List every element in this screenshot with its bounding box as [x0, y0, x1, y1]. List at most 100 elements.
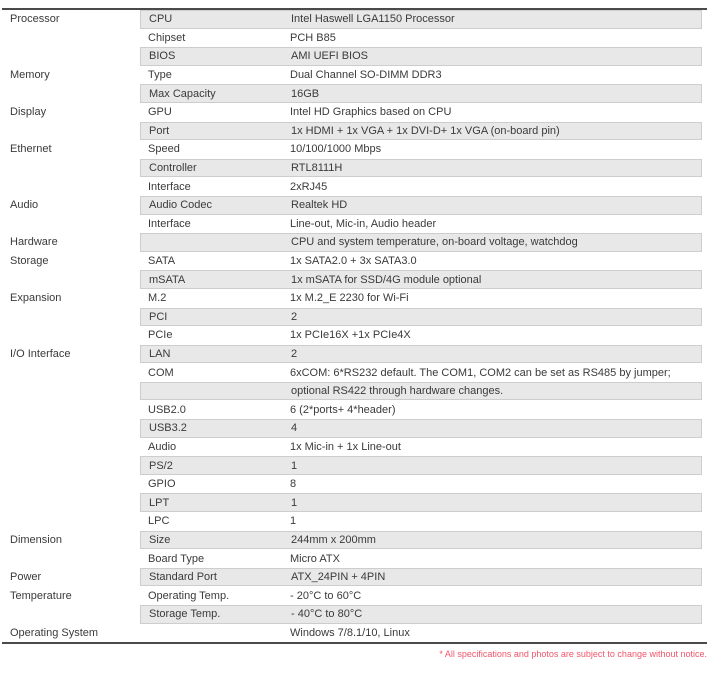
table-row: Board Type Micro ATX [2, 549, 707, 568]
item-cell: PCIe [148, 329, 173, 342]
row-band: Controller RTL8111H [140, 158, 702, 178]
value-cell: - 20°C to 60°C [290, 589, 362, 602]
category-cell: Display [2, 102, 140, 122]
value-cell: ATX_24PIN + 4PIN [291, 571, 386, 584]
item-cell: LPT [149, 496, 170, 509]
item-cell [141, 234, 291, 251]
value-cell: PCH B85 [290, 31, 336, 44]
value-cell: Intel HD Graphics based on CPU [290, 106, 452, 119]
item-cell: PCI [149, 310, 168, 323]
category-cell [2, 419, 140, 438]
category-cell [2, 605, 140, 624]
category-cell [2, 307, 140, 327]
item-cell: USB2.0 [148, 403, 186, 416]
category-cell [2, 270, 140, 289]
table-row: Operating System Windows 7/8.1/10, Linux [2, 623, 707, 643]
item-cell: Size [149, 533, 171, 546]
disclaimer-footnote: * All specifications and photos are subj… [439, 649, 707, 660]
item-cell: Chipset [148, 31, 186, 44]
table-row: Ethernet Speed 10/100/1000 Mbps [2, 140, 707, 159]
table-row: Interface 2xRJ45 [2, 177, 707, 196]
table-row: LPC 1 [2, 512, 707, 531]
item-cell: GPU [148, 106, 172, 119]
value-cell: 6xCOM: 6*RS232 default. The COM1, COM2 c… [290, 366, 671, 379]
value-cell: 1 [291, 496, 298, 509]
table-row: Chipset PCH B85 [2, 28, 707, 48]
row-band: GPIO 8 [140, 475, 702, 494]
table-row: Hardware CPU and system temperature, on-… [2, 233, 707, 252]
category-cell: Dimension [2, 530, 140, 550]
row-band: PCIe 1x PCIe16X +1x PCIe4X [140, 326, 702, 345]
item-cell: Port [149, 124, 170, 137]
value-cell: 16GB [291, 87, 320, 100]
value-cell: 244mm x 200mm [291, 533, 376, 546]
item-cell: Board Type [148, 552, 205, 565]
category-cell [2, 326, 140, 345]
row-band: SATA 1x SATA2.0 + 3x SATA3.0 [140, 252, 702, 271]
table-row: Port 1x HDMI + 1x VGA + 1x DVI-D+ 1x VGA… [2, 121, 707, 141]
category-cell [2, 474, 140, 494]
table-row: Expansion M.2 1x M.2_E 2230 for Wi-Fi [2, 288, 707, 308]
item-cell: Standard Port [149, 571, 217, 584]
row-band: LAN 2 [140, 344, 702, 364]
value-cell: Dual Channel SO-DIMM DDR3 [290, 69, 442, 82]
category-cell: Expansion [2, 288, 140, 308]
category-cell: Operating System [2, 623, 140, 643]
item-cell: USB3.2 [149, 422, 187, 435]
item-cell: Storage Temp. [149, 608, 221, 621]
table-row: Controller RTL8111H [2, 158, 707, 178]
category-cell [2, 363, 140, 382]
table-row: PS/2 1 [2, 456, 707, 475]
row-band: GPU Intel HD Graphics based on CPU [140, 103, 702, 122]
item-cell [141, 383, 291, 400]
category-cell: Processor [2, 10, 140, 29]
row-band: optional RS422 through hardware changes. [140, 381, 702, 401]
item-cell: mSATA [149, 273, 186, 286]
category-cell [2, 493, 140, 513]
item-cell: Interface [148, 180, 191, 193]
row-band: Speed 10/100/1000 Mbps [140, 140, 702, 159]
category-cell: Memory [2, 65, 140, 85]
value-cell: 4 [291, 422, 298, 435]
category-cell [2, 549, 140, 568]
category-cell [2, 121, 140, 141]
table-row: Dimension Size 244mm x 200mm [2, 530, 707, 550]
value-cell: 10/100/1000 Mbps [290, 143, 382, 156]
row-band: Max Capacity 16GB [140, 84, 702, 103]
table-row: Storage Temp. - 40°C to 80°C [2, 605, 707, 624]
row-band: PCI 2 [140, 307, 702, 327]
category-cell [2, 47, 140, 66]
category-cell: I/O Interface [2, 344, 140, 364]
value-cell: 2 [291, 310, 298, 323]
item-cell: Type [148, 69, 172, 82]
category-cell [2, 381, 140, 401]
table-row: optional RS422 through hardware changes. [2, 381, 707, 401]
category-cell: Audio [2, 195, 140, 215]
item-cell: GPIO [148, 478, 176, 491]
item-cell: Speed [148, 143, 180, 156]
category-cell: Temperature [2, 586, 140, 605]
category-cell [2, 214, 140, 234]
row-band: Chipset PCH B85 [140, 29, 702, 48]
value-cell: Realtek HD [291, 199, 348, 212]
row-band: USB2.0 6 (2*ports+ 4*header) [140, 400, 702, 419]
table-row: Audio 1x Mic-in + 1x Line-out [2, 437, 707, 457]
row-band: Interface Line-out, Mic-in, Audio header [140, 215, 702, 234]
value-cell: 8 [290, 478, 297, 491]
table-row: USB2.0 6 (2*ports+ 4*header) [2, 400, 707, 420]
row-band: mSATA 1x mSATA for SSD/4G module optiona… [140, 270, 702, 289]
item-cell: PS/2 [149, 459, 173, 472]
row-band: CPU and system temperature, on-board vol… [140, 233, 702, 252]
row-band: USB3.2 4 [140, 419, 702, 438]
item-cell: Max Capacity [149, 87, 216, 100]
item-cell: Audio [148, 440, 177, 453]
row-band: Interface 2xRJ45 [140, 177, 702, 196]
value-cell: 1x mSATA for SSD/4G module optional [291, 273, 482, 286]
table-row: mSATA 1x mSATA for SSD/4G module optiona… [2, 270, 707, 289]
item-cell: M.2 [148, 292, 167, 305]
table-row: LPT 1 [2, 493, 707, 513]
item-cell: Controller [149, 162, 197, 175]
value-cell: 1 [290, 515, 297, 528]
value-cell: RTL8111H [291, 162, 343, 175]
value-cell: 2xRJ45 [290, 180, 328, 193]
